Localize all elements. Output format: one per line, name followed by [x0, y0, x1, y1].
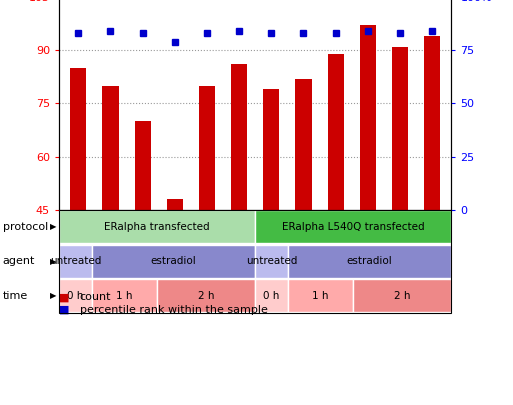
Bar [392, 47, 408, 210]
Bar [92, 279, 157, 312]
Bar [424, 36, 440, 210]
Text: time: time [3, 291, 28, 301]
Text: 1 h: 1 h [116, 291, 133, 301]
Bar [360, 26, 376, 210]
Bar [255, 210, 451, 243]
Text: 0 h: 0 h [67, 291, 84, 301]
Text: untreated: untreated [246, 256, 297, 266]
Bar [59, 245, 92, 278]
Bar [199, 86, 215, 210]
Bar [167, 199, 183, 210]
Bar [231, 64, 247, 210]
Text: protocol: protocol [3, 222, 48, 232]
Bar [328, 54, 344, 210]
Text: 1 h: 1 h [312, 291, 329, 301]
Text: untreated: untreated [50, 256, 101, 266]
Bar [295, 79, 311, 210]
Text: estradiol: estradiol [347, 256, 392, 266]
Bar [157, 279, 255, 312]
Text: ■: ■ [59, 292, 69, 303]
Bar [288, 245, 451, 278]
Text: estradiol: estradiol [151, 256, 196, 266]
Bar [92, 245, 255, 278]
Text: ■: ■ [59, 305, 69, 315]
Bar [263, 89, 280, 210]
Text: 2 h: 2 h [394, 291, 410, 301]
Bar [288, 279, 353, 312]
Bar [70, 68, 86, 210]
Bar [353, 279, 451, 312]
Text: ▶: ▶ [50, 222, 57, 231]
Text: count: count [80, 292, 111, 303]
Text: 0 h: 0 h [263, 291, 280, 301]
Text: 2 h: 2 h [198, 291, 214, 301]
Text: ▶: ▶ [50, 291, 57, 300]
Text: agent: agent [3, 256, 35, 266]
Text: ▶: ▶ [50, 257, 57, 266]
Bar [59, 279, 92, 312]
Bar [59, 210, 255, 243]
Text: percentile rank within the sample: percentile rank within the sample [80, 305, 267, 315]
Text: ERalpha L540Q transfected: ERalpha L540Q transfected [282, 222, 425, 232]
Bar [103, 86, 119, 210]
Bar [255, 279, 288, 312]
Text: ERalpha transfected: ERalpha transfected [104, 222, 210, 232]
Bar [134, 121, 151, 210]
Bar [255, 245, 288, 278]
